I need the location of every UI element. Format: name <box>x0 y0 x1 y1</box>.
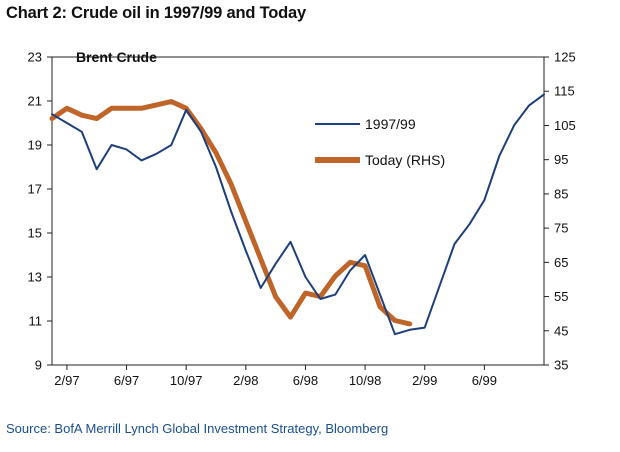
left-tick-label: 13 <box>28 270 42 285</box>
legend-label: Today (RHS) <box>365 152 445 168</box>
right-tick-label: 75 <box>554 221 568 236</box>
right-tick-label: 95 <box>554 152 568 167</box>
x-axis: 2/97 6/97 10/97 2/98 6/98 10/98 2/99 6/99 <box>54 365 497 388</box>
x-tick-label: 6/99 <box>472 373 497 388</box>
left-tick-label: 21 <box>28 94 42 109</box>
series-line-today <box>49 99 413 327</box>
right-tick-label: 125 <box>554 50 576 65</box>
x-tick-label: 6/98 <box>293 373 318 388</box>
x-tick-label: 10/97 <box>170 373 203 388</box>
chart: Brent Crude 9 11 13 15 17 19 21 23 35 45 55 65 75 85… <box>28 49 576 388</box>
left-tick-label: 17 <box>28 182 42 197</box>
right-tick-label: 115 <box>554 84 575 99</box>
x-tick-label: 2/99 <box>412 373 437 388</box>
right-tick-label: 65 <box>554 255 568 270</box>
chart-inner-label: Brent Crude <box>76 49 157 65</box>
plot-frame <box>51 56 545 366</box>
source-note: Source: BofA Merrill Lynch Global Invest… <box>6 421 389 436</box>
x-tick-label: 2/97 <box>54 373 79 388</box>
right-tick-label: 35 <box>554 358 568 373</box>
series-line-1997-99 <box>51 93 545 336</box>
x-tick-label: 6/97 <box>114 373 139 388</box>
left-tick-label: 19 <box>28 138 42 153</box>
chart-title: Chart 2: Crude oil in 1997/99 and Today <box>6 4 306 22</box>
left-tick-label: 15 <box>28 226 42 241</box>
left-axis: 9 11 13 15 17 19 21 23 <box>28 50 52 373</box>
right-tick-label: 55 <box>554 289 568 304</box>
left-tick-label: 11 <box>29 314 43 329</box>
right-axis: 35 45 55 65 75 85 95 105 115 125 <box>544 50 576 373</box>
left-tick-label: 9 <box>35 358 42 373</box>
right-tick-label: 45 <box>554 323 568 338</box>
legend: 1997/99 Today (RHS) <box>315 116 445 168</box>
x-tick-label: 10/98 <box>349 373 382 388</box>
right-tick-label: 105 <box>554 118 576 133</box>
series-group <box>49 93 545 336</box>
legend-label: 1997/99 <box>365 116 416 132</box>
x-tick-label: 2/98 <box>233 373 258 388</box>
left-tick-label: 23 <box>28 50 42 65</box>
right-tick-label: 85 <box>554 186 568 201</box>
